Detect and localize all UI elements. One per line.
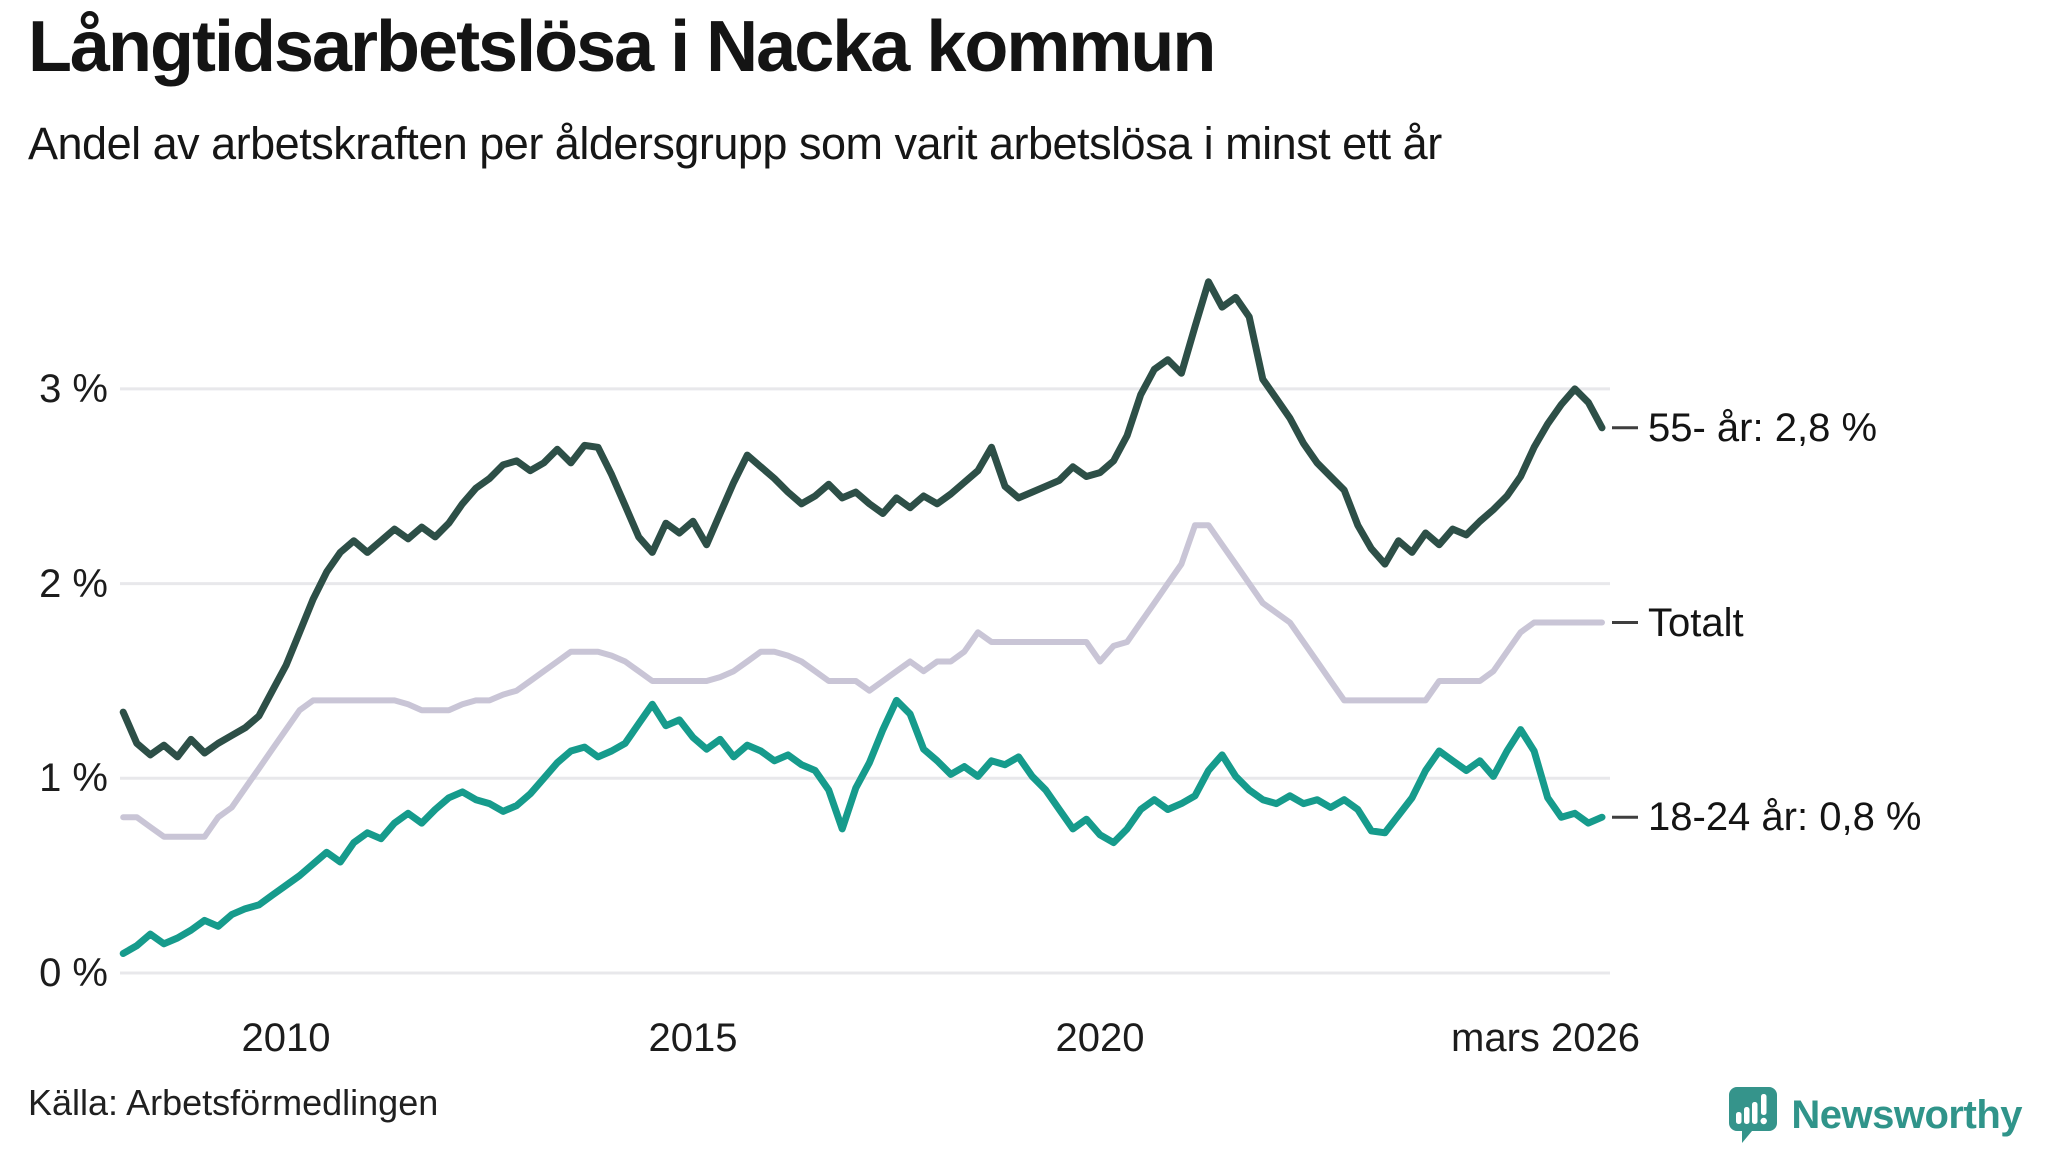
newsworthy-logo: Newsworthy	[1727, 1086, 2022, 1144]
page-subtitle: Andel av arbetskraften per åldersgrupp s…	[28, 118, 1442, 169]
series-18-24-line	[119, 696, 1606, 957]
series-label-total: Totalt	[1648, 601, 1744, 645]
gridlines	[120, 387, 1610, 975]
newsworthy-wordmark: Newsworthy	[1791, 1092, 2022, 1137]
y-axis-label-3pct: 3 %	[39, 367, 108, 411]
y-axis-label-1pct: 1 %	[39, 756, 108, 800]
series-label-55: 55- år: 2,8 %	[1648, 406, 1878, 450]
y-axis-label-2pct: 2 %	[39, 562, 108, 606]
y-axis-label-0pct: 0 %	[39, 951, 108, 995]
page-title: Långtidsarbetslösa i Nacka kommun	[28, 7, 1216, 87]
series-total-line	[120, 522, 1605, 840]
x-axis-label-2010: 2010	[241, 1016, 331, 1060]
series-55-line	[119, 278, 1606, 761]
newsworthy-speech-bubble-icon	[1727, 1086, 1779, 1144]
source-note: Källa: Arbetsförmedlingen	[28, 1082, 439, 1123]
series-label-18-24: 18-24 år: 0,8 %	[1648, 795, 1922, 839]
end-tick-dashes	[1612, 426, 1638, 819]
x-axis-label-mars-2026: mars 2026	[1451, 1016, 1640, 1060]
x-axis-label-2015: 2015	[648, 1016, 738, 1060]
x-axis-label-2020: 2020	[1055, 1016, 1145, 1060]
